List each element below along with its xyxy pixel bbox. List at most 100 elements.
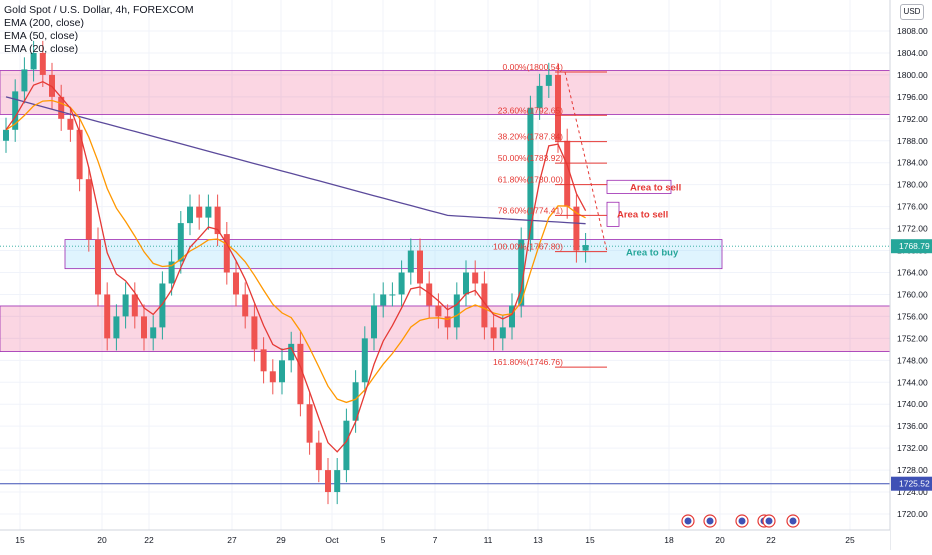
candle-body[interactable] — [573, 206, 580, 251]
candle-body[interactable] — [21, 69, 28, 92]
currency-button[interactable]: USD — [900, 4, 924, 20]
candle-body[interactable] — [131, 294, 138, 317]
candle-body[interactable] — [58, 96, 65, 119]
candle-body[interactable] — [187, 206, 193, 224]
candle-body[interactable] — [233, 272, 239, 295]
price-tick-label: 1748.00 — [897, 355, 928, 365]
candle-body[interactable] — [39, 52, 46, 75]
candle-body[interactable] — [417, 250, 423, 284]
support-price-tag[interactable] — [891, 476, 932, 491]
top-resistance-zone[interactable] — [0, 70, 891, 115]
candle-body[interactable] — [371, 305, 377, 339]
fib-level-label: 38.20%(1787.84) — [498, 132, 563, 142]
candle-body[interactable] — [361, 338, 368, 383]
candle-body[interactable] — [435, 305, 442, 317]
candle-body[interactable] — [315, 442, 322, 471]
candle-body[interactable] — [85, 179, 92, 240]
candle-body[interactable] — [453, 294, 460, 328]
time-tick-label: 7 — [433, 535, 438, 545]
candle-body[interactable] — [12, 91, 19, 130]
price-tick-label: 1752.00 — [897, 333, 928, 343]
sell-zone-box-2[interactable] — [606, 201, 620, 227]
candle-body[interactable] — [30, 52, 37, 70]
candle-body[interactable] — [113, 316, 120, 339]
candle-body[interactable] — [150, 327, 157, 339]
candle-body[interactable] — [223, 234, 230, 273]
indicator-ema200[interactable]: EMA (200, close) — [4, 17, 84, 29]
candle-body[interactable] — [122, 294, 129, 317]
candle-body[interactable] — [306, 404, 313, 443]
candle-body[interactable] — [555, 74, 561, 141]
candle-body[interactable] — [545, 74, 552, 86]
time-axis-bg — [0, 530, 890, 550]
candle-body[interactable] — [67, 118, 74, 130]
candle-body[interactable] — [159, 283, 166, 328]
candle-body[interactable] — [196, 206, 203, 218]
ema20-line[interactable] — [5, 80, 587, 453]
bottom-support-zone[interactable] — [0, 305, 891, 352]
candle-body[interactable] — [426, 283, 433, 306]
candle-body[interactable] — [407, 250, 414, 273]
current-price-tag[interactable] — [891, 239, 932, 254]
candle-body[interactable] — [3, 129, 9, 141]
candle-body[interactable] — [269, 371, 276, 383]
candle-body[interactable] — [76, 129, 83, 180]
candle-body[interactable] — [564, 140, 571, 207]
price-tick-label: 1788.00 — [897, 136, 928, 146]
candle-body[interactable] — [472, 272, 479, 284]
time-tick-label: 22 — [766, 535, 776, 545]
candle-body[interactable] — [343, 420, 350, 471]
time-tick-label: 25 — [845, 535, 855, 545]
candle-body[interactable] — [490, 327, 497, 339]
time-tick-label: 27 — [227, 535, 237, 545]
candle-body[interactable] — [260, 349, 267, 372]
candle-body[interactable] — [242, 294, 249, 317]
ema50-line[interactable] — [5, 99, 586, 404]
candle-body[interactable] — [251, 316, 258, 350]
sell-zone-box-1[interactable] — [606, 179, 672, 194]
price-tick-label: 1772.00 — [897, 224, 928, 234]
candle-body[interactable] — [481, 283, 488, 328]
candle-body[interactable] — [205, 206, 212, 218]
candle-body[interactable] — [288, 343, 295, 361]
price-tick-label: 1776.00 — [897, 202, 928, 212]
candle-body[interactable] — [334, 470, 341, 493]
buy-zone[interactable] — [64, 239, 723, 270]
candle-body[interactable] — [389, 294, 396, 296]
candle-body[interactable] — [325, 470, 331, 493]
price-tick-label: 1720.00 — [897, 509, 928, 519]
current-price-label: 1768.79 — [899, 241, 930, 251]
candle-body[interactable] — [518, 239, 525, 306]
candle-body[interactable] — [463, 272, 469, 295]
candle-body[interactable] — [398, 272, 405, 295]
candle-body[interactable] — [141, 316, 147, 339]
candle-body[interactable] — [104, 294, 111, 339]
ema200-line[interactable] — [5, 96, 586, 225]
candle-body[interactable] — [527, 107, 534, 240]
candle-body[interactable] — [536, 85, 543, 108]
indicator-ema20[interactable]: EMA (20, close) — [4, 43, 79, 55]
candle-body[interactable] — [582, 245, 589, 251]
fib-level-label: 50.00%(1783.92) — [498, 153, 563, 163]
candle-body[interactable] — [177, 223, 184, 262]
price-tick-label: 1760.00 — [897, 289, 928, 299]
indicator-ema50[interactable]: EMA (50, close) — [4, 30, 79, 42]
candle-body[interactable] — [499, 327, 506, 339]
fib-trend-line[interactable] — [564, 71, 608, 252]
candle-body[interactable] — [297, 343, 304, 405]
candle-body[interactable] — [352, 382, 359, 421]
candle-body[interactable] — [168, 261, 175, 284]
candle-body[interactable] — [49, 74, 55, 97]
chart-legend: Gold Spot / U.S. Dollar, 4h, FOREXCOM EM… — [4, 4, 194, 56]
candle-body[interactable] — [509, 305, 515, 328]
symbol-title: Gold Spot / U.S. Dollar, 4h, FOREXCOM — [4, 4, 194, 16]
candle-body[interactable] — [444, 316, 451, 328]
candle-body[interactable] — [95, 239, 101, 295]
candle-body[interactable] — [214, 206, 221, 235]
price-tick-label: 1732.00 — [897, 443, 928, 453]
candle-body[interactable] — [380, 294, 387, 306]
flag-dot-icon — [706, 517, 714, 525]
candle-body[interactable] — [279, 360, 285, 383]
